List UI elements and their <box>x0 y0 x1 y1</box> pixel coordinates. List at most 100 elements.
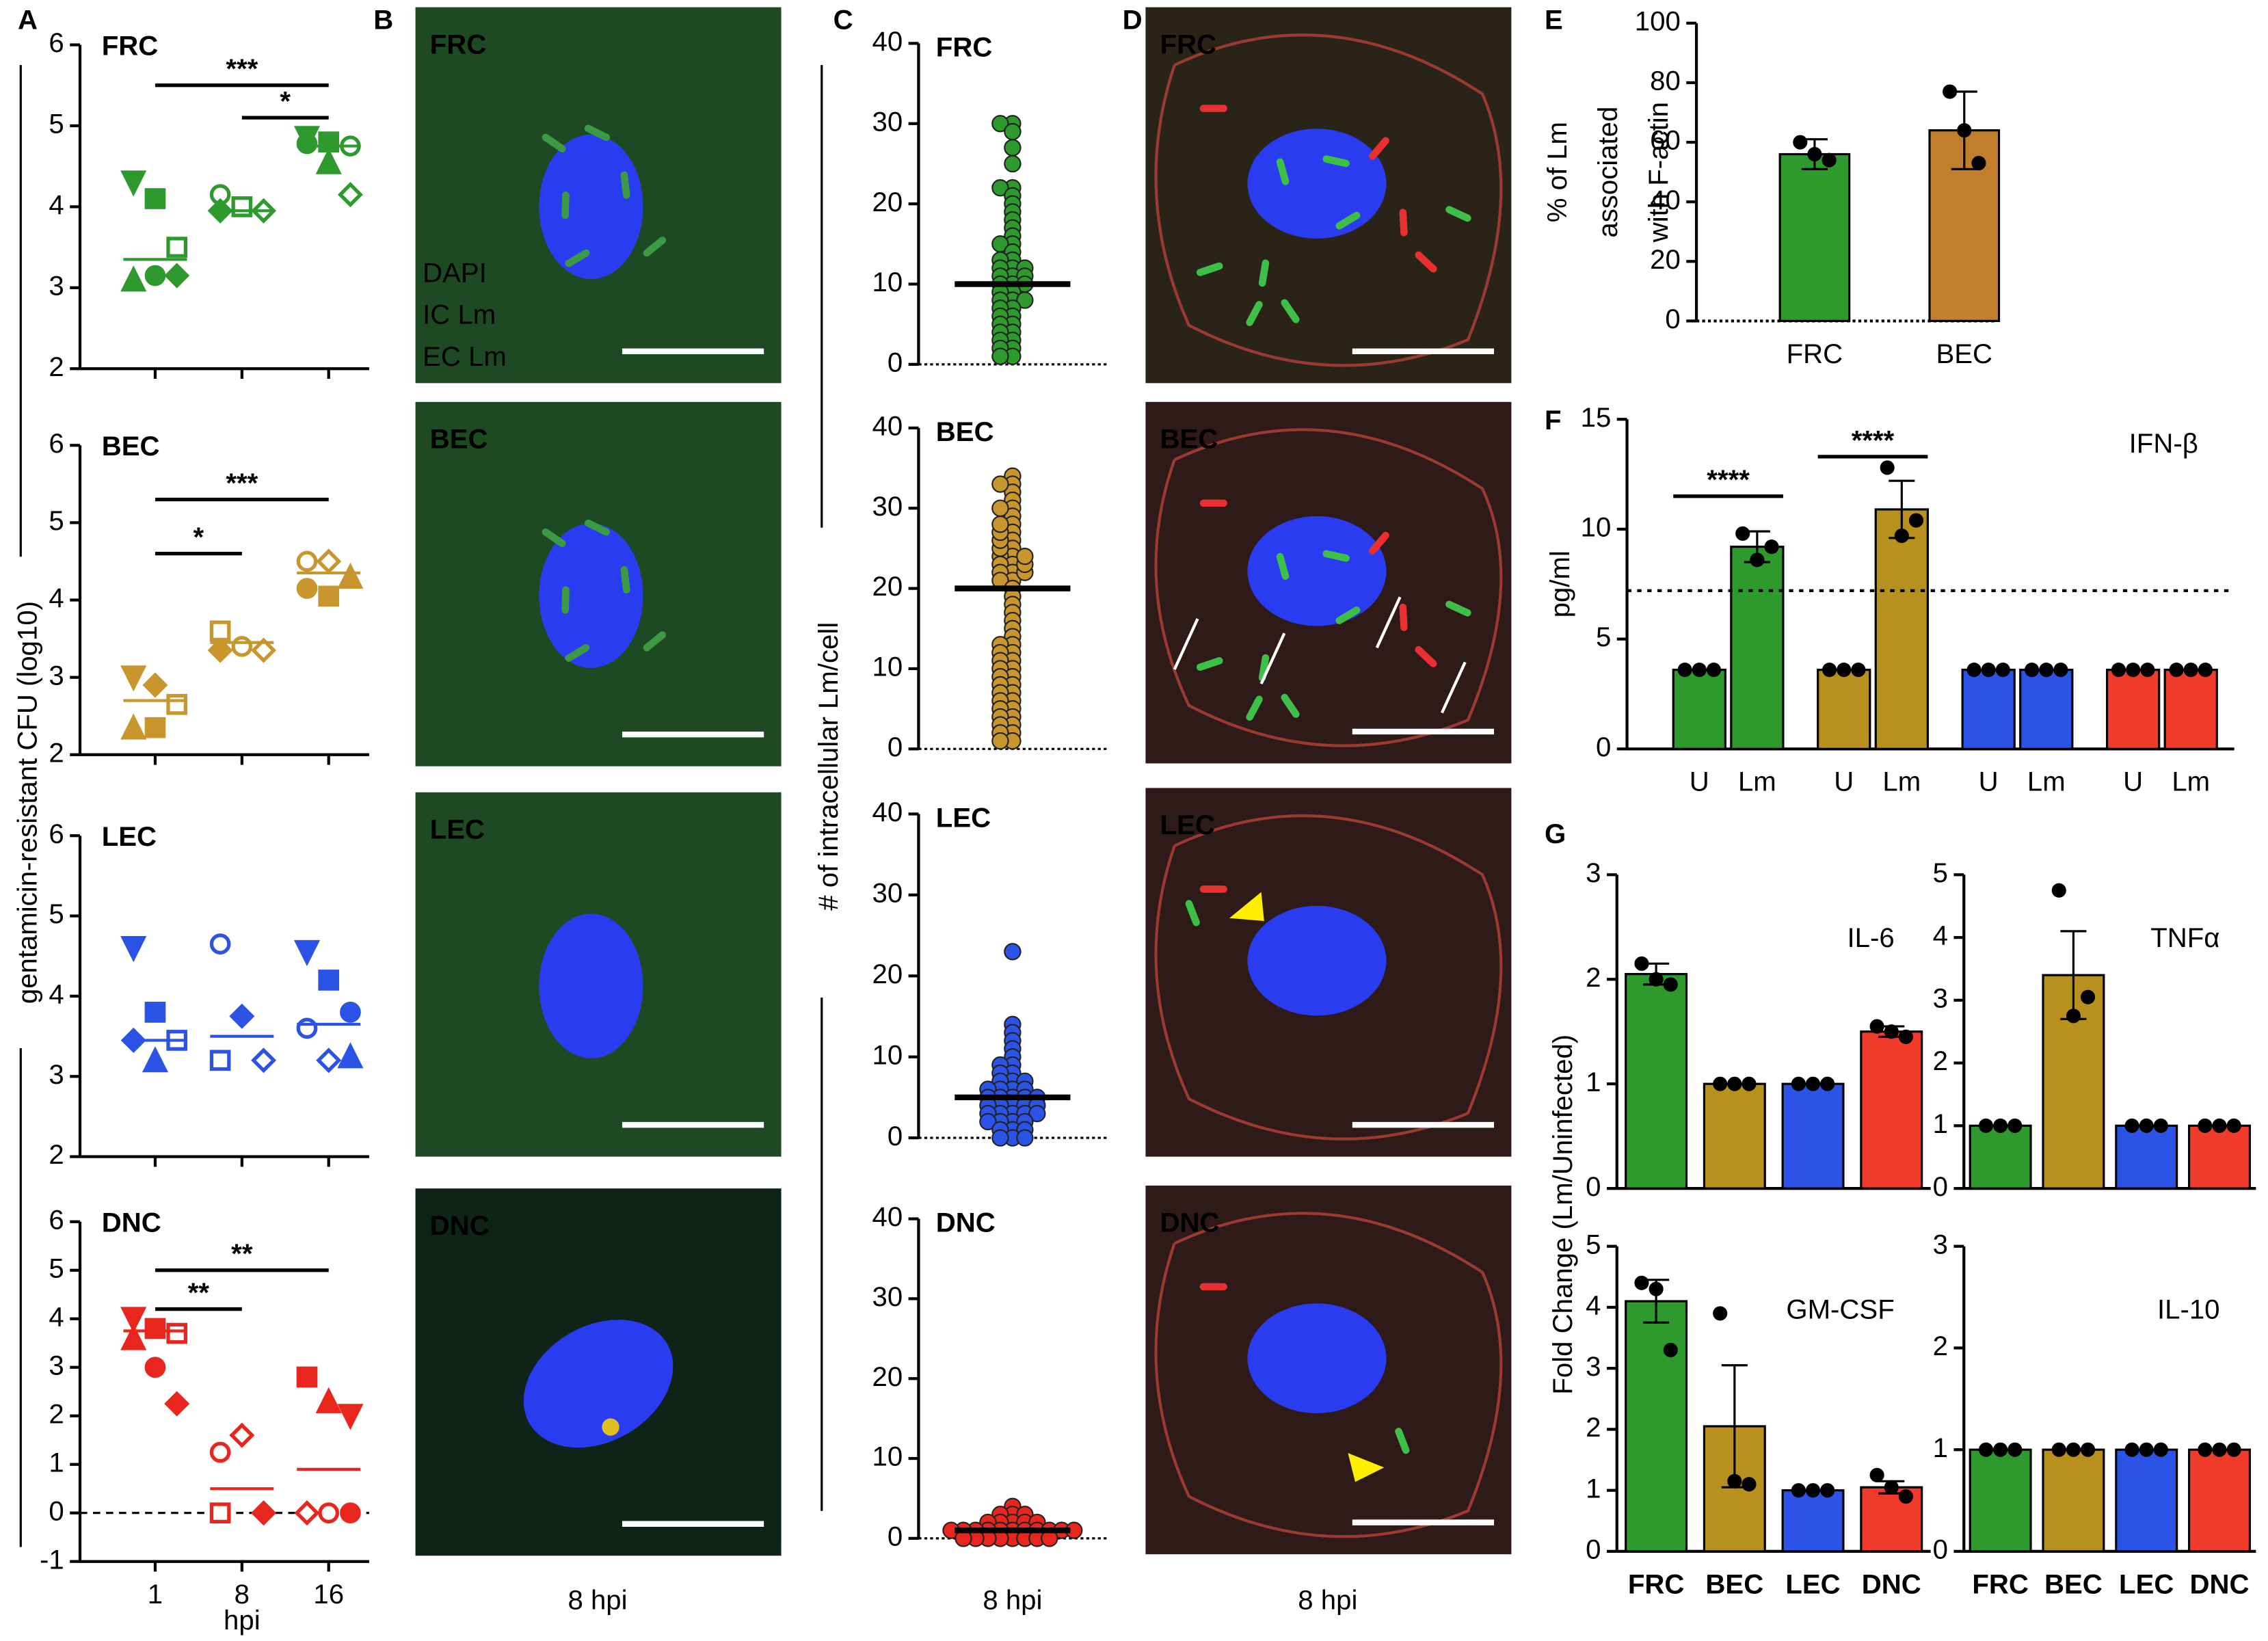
x-tick-label: FRC <box>1628 1569 1685 1599</box>
data-point <box>337 182 363 208</box>
data-point <box>296 1366 318 1388</box>
caption: 8 hpi <box>568 1585 627 1616</box>
bar <box>1817 669 1871 750</box>
data-point <box>315 1387 342 1413</box>
data-point <box>296 578 318 599</box>
bar <box>1969 1124 2032 1190</box>
micrograph-label: BEC <box>1160 424 1218 455</box>
micrograph-label: LEC <box>1160 810 1215 840</box>
data-point <box>1837 663 1852 678</box>
chart-title: LEC <box>102 821 157 852</box>
data-point <box>1957 123 1972 138</box>
data-point <box>209 1502 231 1524</box>
data-point <box>1634 956 1649 971</box>
bacterium <box>584 124 610 142</box>
micrograph-label: DNC <box>1160 1208 1220 1238</box>
y-tick-label: 5 <box>1933 857 1948 888</box>
y-tick-label: 100 <box>1635 5 1681 36</box>
data-point <box>294 1500 320 1526</box>
data-point <box>1028 1104 1046 1123</box>
y-tick-label: 20 <box>872 1361 903 1392</box>
nucleus <box>539 913 643 1058</box>
micrograph-label: BEC <box>430 424 488 455</box>
y-tick-label: 5 <box>1586 1229 1601 1259</box>
y-tick-label: 5 <box>49 109 64 139</box>
bacterium <box>561 191 570 219</box>
data-point <box>2080 1442 2096 1457</box>
data-point <box>1995 663 2010 678</box>
data-point <box>1727 1076 1742 1091</box>
bacterium <box>620 171 630 199</box>
data-point <box>1978 1442 1994 1457</box>
x-tick-label: BEC <box>2044 1569 2103 1599</box>
data-point <box>991 1129 1009 1147</box>
data-point <box>991 516 1009 533</box>
y-tick-label: 10 <box>872 267 903 297</box>
y-tick-label: 40 <box>872 1201 903 1232</box>
data-point <box>1884 1480 1899 1495</box>
bacterium <box>1399 209 1408 237</box>
bar <box>2042 1448 2105 1553</box>
x-tick-label: BEC <box>1705 1569 1763 1599</box>
bacterium <box>1246 695 1263 721</box>
data-point <box>142 1046 169 1073</box>
y-tick-label: 0 <box>1586 1534 1601 1565</box>
bar <box>1860 1030 1923 1190</box>
y-tick-label: 3 <box>1586 857 1601 888</box>
y-tick-label: 0 <box>1586 1171 1601 1202</box>
y-tick-label: -1 <box>40 1544 64 1575</box>
data-point <box>318 970 340 991</box>
arrow <box>1375 596 1402 649</box>
bacterium <box>1246 301 1263 326</box>
bar <box>1625 973 1688 1190</box>
arrowhead <box>1229 892 1264 921</box>
data-point <box>2051 883 2066 898</box>
data-point <box>2025 663 2040 678</box>
data-point <box>1880 460 1895 475</box>
y-tick-label: 0 <box>888 1521 903 1551</box>
y-tick-label: 6 <box>49 428 64 459</box>
data-point <box>2080 989 2096 1004</box>
data-point <box>337 1042 364 1069</box>
data-point <box>1820 1483 1835 1498</box>
data-point <box>144 1318 166 1339</box>
data-point <box>1663 977 1678 992</box>
x-tick-label: FRC <box>1972 1569 2029 1599</box>
data-point <box>979 1112 997 1131</box>
data-point <box>1791 1076 1806 1091</box>
data-point <box>2007 1442 2023 1457</box>
y-tick-label: 30 <box>872 106 903 137</box>
chart-title: BEC <box>102 431 160 462</box>
data-point <box>120 665 147 692</box>
panel-letter: B <box>373 4 393 35</box>
y-tick-label: 30 <box>872 491 903 522</box>
bacterium <box>1185 900 1200 926</box>
data-point <box>1692 663 1707 678</box>
bacterium <box>584 519 610 536</box>
data-point <box>2039 663 2054 678</box>
panel-letter: C <box>833 4 853 35</box>
y-axis-label: with F-actin <box>1643 102 1674 243</box>
data-point <box>991 732 1009 750</box>
y-tick-label: 5 <box>1596 622 1611 652</box>
stain-legend: DAPI <box>423 257 487 288</box>
chart-title: GM-CSF <box>1786 1294 1894 1324</box>
x-tick-label: 16 <box>313 1579 344 1610</box>
y-tick-label: 3 <box>1586 1351 1601 1382</box>
significance-label: ** <box>188 1277 210 1308</box>
data-point <box>231 196 253 217</box>
bacterium <box>542 528 566 548</box>
y-tick-label: 4 <box>1933 920 1948 951</box>
arrow <box>1440 661 1467 714</box>
y-tick-label: 40 <box>872 26 903 57</box>
data-point <box>1869 1467 1884 1482</box>
x-tick-label: BEC <box>1936 338 1992 369</box>
y-tick-label: 10 <box>872 1039 903 1070</box>
data-point <box>2198 663 2213 678</box>
bar <box>2187 1448 2251 1553</box>
data-point <box>251 1048 277 1073</box>
data-point <box>340 1502 361 1524</box>
data-point <box>2226 1118 2241 1133</box>
data-point <box>1016 547 1034 565</box>
data-point <box>991 115 1009 133</box>
